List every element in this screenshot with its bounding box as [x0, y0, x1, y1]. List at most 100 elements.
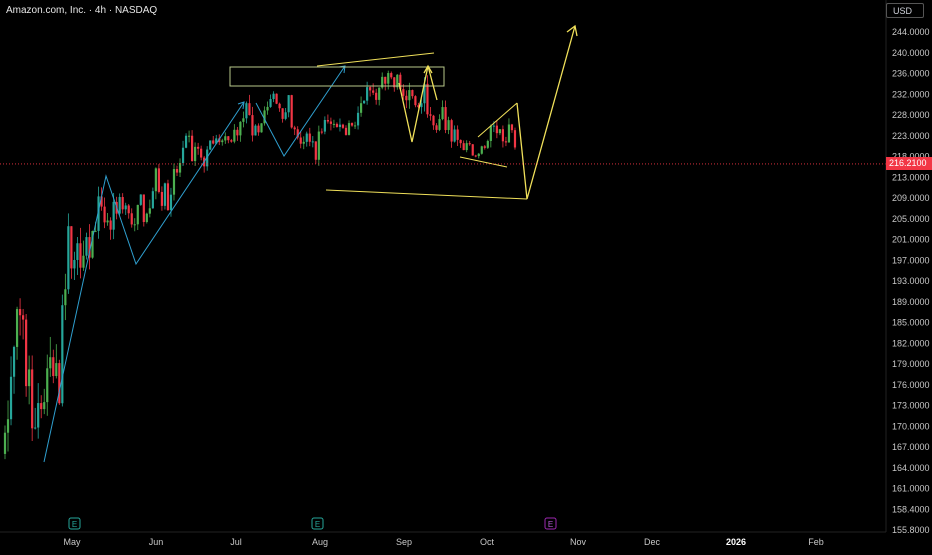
symbol-name: Amazon.com, Inc.: [6, 5, 87, 16]
candle-body: [438, 119, 441, 130]
x-axis[interactable]: May Jun Jul Aug Sep Oct Nov Dec 2026 Feb: [63, 537, 823, 547]
candle-body: [40, 403, 43, 410]
candle-body: [266, 106, 269, 111]
y-tick-label: 185.0000: [892, 318, 930, 328]
yellow-wedge-top[interactable]: [316, 52, 435, 67]
candle-body: [12, 346, 16, 377]
candle-body: [471, 144, 474, 156]
candle-body: [311, 141, 314, 143]
candle-body: [375, 92, 378, 100]
x-tick-label: May: [63, 537, 81, 547]
x-tick-label: Jul: [230, 537, 242, 547]
candle-body: [344, 127, 348, 135]
candle-body: [453, 129, 456, 142]
earnings-marker-label: E: [72, 520, 77, 529]
cyan-impulse-wave[interactable]: [43, 101, 245, 463]
candle-body: [67, 226, 70, 290]
candle-body: [145, 213, 148, 222]
candle-body: [384, 76, 387, 84]
currency-selector[interactable]: USD: [886, 3, 924, 18]
candle-body: [435, 125, 438, 130]
y-tick-label: 161.0000: [892, 484, 930, 494]
candle-body: [15, 309, 19, 347]
candle-body: [489, 126, 492, 141]
resistance-box[interactable]: [229, 66, 445, 87]
candle-body: [444, 107, 447, 131]
earnings-marker-may[interactable]: E: [68, 517, 81, 530]
yellow-zigzag-top[interactable]: [398, 65, 438, 143]
candle-body: [184, 135, 188, 148]
candle-body: [109, 220, 112, 230]
candle-body: [151, 191, 154, 209]
currency-label: USD: [893, 6, 913, 16]
candle-body: [302, 141, 305, 144]
candle-body: [305, 133, 308, 142]
x-tick-label: Nov: [570, 537, 587, 547]
exchange-label: NASDAQ: [114, 5, 158, 16]
candle-body: [293, 127, 296, 130]
candle-body: [85, 237, 88, 256]
candle-body: [287, 95, 290, 113]
candle-body: [103, 206, 106, 223]
y-tick-label: 213.0000: [892, 172, 930, 182]
candle-body: [510, 124, 514, 131]
candle-body: [486, 140, 489, 148]
candle-body: [495, 125, 498, 134]
y-axis[interactable]: 244.0000 240.0000 236.0000 232.0000 228.0000…: [892, 27, 930, 535]
candle-body: [372, 90, 375, 93]
candle-body: [353, 125, 357, 127]
candle-body: [504, 141, 508, 143]
y-tick-label: 164.0000: [892, 463, 930, 473]
y-tick-label: 179.0000: [892, 359, 930, 369]
candle-body: [414, 96, 417, 106]
yellow-flag-upper[interactable]: [477, 102, 518, 138]
cyan-arrowhead-1: [237, 101, 245, 110]
candle-body: [236, 129, 239, 136]
candle-body: [459, 139, 462, 144]
cyan-zigzag[interactable]: [255, 65, 346, 157]
candle-body: [133, 224, 136, 226]
candle-body: [25, 319, 28, 387]
candle-body: [269, 99, 272, 107]
y-tick-label: 244.0000: [892, 27, 930, 37]
x-tick-label: Dec: [644, 537, 661, 547]
candle-body: [46, 368, 49, 403]
candle-body: [251, 115, 254, 136]
candle-body: [308, 133, 311, 142]
earnings-marker-upcoming[interactable]: E: [544, 517, 557, 530]
yellow-flag-lower[interactable]: [459, 156, 508, 168]
earnings-marker-aug[interactable]: E: [311, 517, 324, 530]
candle-body: [31, 369, 34, 429]
candle-body: [239, 121, 242, 136]
candle-body: [6, 419, 10, 433]
x-tick-label: Jun: [149, 537, 164, 547]
candle-body: [227, 136, 230, 141]
candle-body: [22, 315, 25, 320]
candle-body: [142, 194, 145, 222]
yellow-support-line[interactable]: [325, 189, 528, 200]
candle-body: [221, 140, 224, 143]
x-tick-label: Aug: [312, 537, 328, 547]
candle-body: [480, 146, 483, 154]
yellow-projection-arrowhead: [566, 24, 578, 37]
candle-body: [387, 73, 390, 84]
candle-body: [477, 153, 480, 157]
candle-body: [112, 201, 115, 230]
y-tick-label: 228.0000: [892, 110, 930, 120]
candle-body: [200, 148, 203, 158]
y-tick-label: 176.0000: [892, 380, 930, 390]
candle-body: [209, 140, 212, 150]
y-tick-label: 182.0000: [892, 338, 930, 348]
candle-body: [136, 204, 139, 225]
candle-body: [73, 259, 76, 269]
yellow-projection-path[interactable]: [516, 25, 576, 200]
candle-body: [43, 402, 46, 410]
candle-body: [121, 197, 124, 210]
candle-body: [197, 146, 200, 149]
candle-body: [350, 123, 354, 126]
candle-body: [49, 357, 52, 369]
drawings-layer[interactable]: [43, 24, 578, 463]
candle-body: [347, 123, 351, 135]
